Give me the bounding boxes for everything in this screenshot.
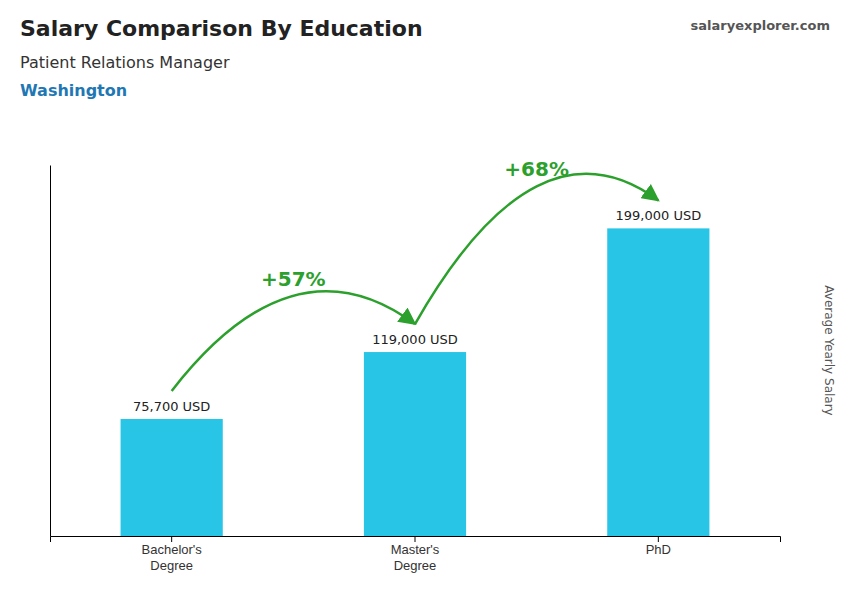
change-label: +57% — [261, 267, 326, 291]
x-tick: Bachelor'sDegree — [142, 536, 203, 573]
bar — [607, 228, 709, 536]
x-tick-label-line: Bachelor's — [142, 542, 203, 557]
subtitle: Patient Relations Manager — [20, 53, 230, 72]
data-label: 199,000 USD — [615, 208, 701, 223]
bar — [364, 352, 466, 536]
change-arcs: +57% +68% — [172, 157, 659, 391]
y-axis — [50, 166, 51, 537]
bars — [121, 228, 710, 536]
plot: Bachelor'sDegreeMaster'sDegreePhD75,700 … — [51, 157, 781, 573]
annotation: Washington — [20, 81, 127, 100]
data-label: 75,700 USD — [133, 399, 210, 414]
x-tick-label: Master'sDegree — [391, 542, 440, 573]
chart: Salary Comparison By Education Patient Re… — [0, 0, 850, 606]
change-arc — [415, 174, 658, 324]
title: Salary Comparison By Education — [20, 16, 423, 41]
x-tick-label-line: Degree — [394, 558, 437, 573]
change-label: +68% — [504, 157, 569, 181]
data-labels: 75,700 USD 119,000 USD 199,000 USD — [133, 208, 701, 414]
bar — [121, 419, 223, 536]
x-axis: Bachelor'sDegreeMaster'sDegreePhD — [51, 536, 781, 573]
x-axis-line — [51, 537, 781, 543]
x-tick-mark — [171, 536, 172, 542]
annotation: salaryexplorer.com — [691, 18, 830, 33]
x-tick-label: Bachelor'sDegree — [142, 542, 203, 573]
axis-label: Average Yearly Salary — [822, 285, 836, 415]
x-tick: PhD — [646, 536, 671, 557]
x-tick-label-line: PhD — [646, 542, 671, 557]
x-tick-label-line: Degree — [150, 558, 193, 573]
data-label: 119,000 USD — [372, 332, 458, 347]
x-tick: Master'sDegree — [391, 536, 440, 573]
change-arc — [172, 291, 415, 391]
x-tick-mark — [415, 536, 416, 542]
x-tick-mark — [658, 536, 659, 542]
x-tick-label-line: Master's — [391, 542, 440, 557]
x-tick-label: PhD — [646, 542, 671, 557]
y-axis-line — [50, 166, 51, 537]
